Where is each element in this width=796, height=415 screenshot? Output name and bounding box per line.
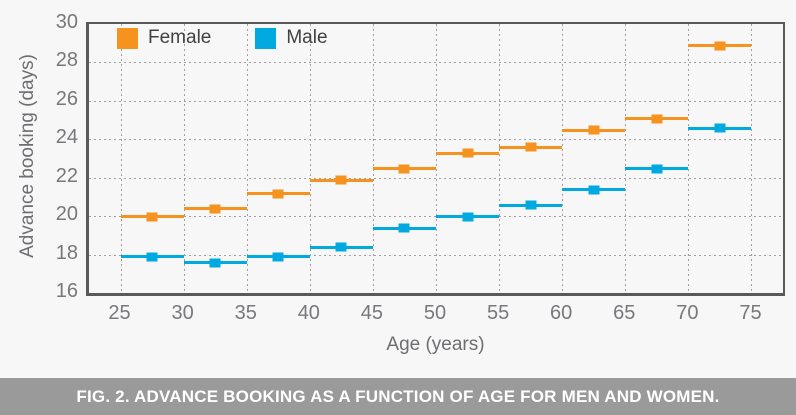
legend-label-male: Male	[286, 27, 328, 48]
y-tick-26: 26	[55, 87, 78, 110]
segment-female-45-50	[372, 164, 436, 174]
marker-male-57.5	[525, 200, 537, 210]
legend-item-female: Female	[117, 27, 211, 49]
segment-male-40-45	[309, 242, 373, 252]
segment-female-25-30	[120, 212, 184, 222]
marker-male-37.5	[272, 252, 284, 262]
segment-female-50-55	[436, 148, 500, 158]
x-tick-65: 65	[613, 302, 636, 324]
segment-female-65-70	[625, 114, 689, 124]
marker-male-32.5	[209, 258, 221, 268]
marker-male-67.5	[651, 164, 663, 174]
marker-male-42.5	[335, 242, 347, 252]
y-axis-title: Advance booking (days)	[17, 54, 38, 258]
gridline-x-55	[499, 24, 501, 293]
x-tick-45: 45	[360, 302, 384, 324]
legend-label-female: Female	[148, 27, 212, 48]
x-tick-60: 60	[550, 302, 573, 324]
marker-male-47.5	[398, 223, 410, 233]
gridline-x-40	[309, 24, 311, 293]
marker-female-57.5	[525, 142, 537, 152]
plot-area: Female Male	[86, 22, 785, 296]
x-tick-75: 75	[739, 302, 762, 324]
x-tick-35: 35	[234, 302, 257, 324]
y-tick-24: 24	[55, 126, 78, 149]
y-tick-18: 18	[55, 241, 78, 264]
segment-male-35-40	[246, 252, 310, 262]
segment-male-65-70	[625, 164, 689, 174]
advance-booking-chart: Advance booking (days) Female Male Age (y…	[17, 11, 785, 355]
x-tick-25: 25	[108, 302, 131, 324]
gridline-x-25	[120, 24, 122, 293]
segment-female-35-40	[246, 189, 310, 199]
segment-male-55-60	[499, 200, 563, 210]
gridline-x-45	[372, 24, 374, 293]
x-axis-title: Age (years)	[386, 334, 485, 355]
marker-female-42.5	[335, 175, 347, 185]
segment-male-60-65	[562, 185, 626, 195]
legend-swatch-female	[117, 27, 138, 49]
segment-male-70-75	[688, 123, 752, 133]
x-tick-30: 30	[171, 302, 194, 324]
gridline-x-50	[436, 24, 437, 293]
marker-male-62.5	[588, 185, 600, 195]
gridline-x-30	[183, 24, 185, 293]
segment-male-30-35	[183, 258, 247, 268]
marker-female-62.5	[588, 125, 600, 135]
marker-female-52.5	[462, 148, 474, 158]
marker-male-52.5	[462, 212, 474, 222]
marker-female-72.5	[714, 41, 726, 51]
marker-female-32.5	[209, 204, 221, 214]
segment-male-45-50	[372, 223, 436, 233]
segment-male-50-55	[436, 212, 500, 222]
legend-item-male: Male	[255, 27, 328, 49]
x-tick-40: 40	[297, 302, 320, 324]
segment-male-25-30	[120, 252, 184, 262]
marker-male-72.5	[714, 123, 726, 133]
y-tick-30: 30	[55, 11, 78, 33]
segment-female-70-75	[688, 41, 752, 51]
marker-female-37.5	[272, 189, 284, 199]
gridline-x-70	[688, 24, 690, 293]
segment-female-60-65	[562, 125, 626, 135]
legend-swatch-male	[255, 27, 277, 49]
gridline-x-35	[246, 24, 248, 293]
x-tick-55: 55	[486, 302, 510, 324]
x-tick-50: 50	[423, 302, 447, 324]
marker-female-27.5	[146, 212, 158, 222]
y-tick-20: 20	[55, 203, 78, 226]
x-tick-70: 70	[676, 302, 699, 324]
segment-female-40-45	[309, 175, 373, 185]
marker-female-47.5	[398, 164, 410, 174]
gridline-x-75	[751, 24, 753, 293]
gridline-x-60	[562, 24, 564, 293]
marker-female-67.5	[651, 114, 663, 124]
y-tick-22: 22	[55, 164, 78, 187]
y-tick-16: 16	[55, 280, 78, 302]
y-tick-28: 28	[55, 49, 78, 72]
segment-female-55-60	[499, 142, 563, 152]
legend: Female Male	[117, 27, 362, 49]
segment-female-30-35	[183, 204, 247, 214]
figure-caption: FIG. 2. ADVANCE BOOKING AS A FUNCTION OF…	[0, 378, 796, 415]
gridline-x-65	[625, 24, 627, 293]
marker-male-27.5	[146, 252, 158, 262]
